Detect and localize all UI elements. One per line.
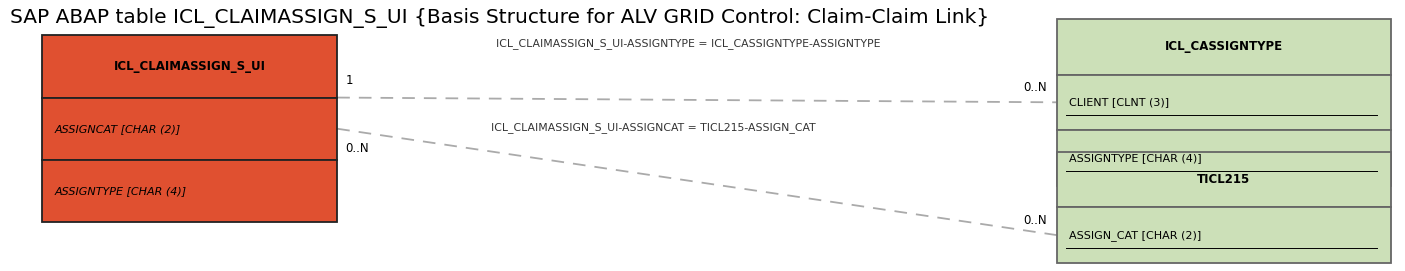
Text: CLIENT [CLNT (3)]: CLIENT [CLNT (3)] — [1069, 97, 1169, 107]
FancyBboxPatch shape — [1057, 75, 1391, 130]
FancyBboxPatch shape — [1057, 130, 1391, 186]
Text: TICL215: TICL215 — [1197, 173, 1250, 186]
Text: 0..N: 0..N — [1023, 214, 1047, 227]
Text: SAP ABAP table ICL_CLAIMASSIGN_S_UI {Basis Structure for ALV GRID Control: Claim: SAP ABAP table ICL_CLAIMASSIGN_S_UI {Bas… — [10, 8, 989, 28]
Text: 0..N: 0..N — [346, 142, 370, 155]
FancyBboxPatch shape — [42, 98, 337, 160]
Text: ICL_CLAIMASSIGN_S_UI-ASSIGNCAT = TICL215-ASSIGN_CAT: ICL_CLAIMASSIGN_S_UI-ASSIGNCAT = TICL215… — [490, 122, 816, 133]
FancyBboxPatch shape — [1057, 19, 1391, 75]
Text: ASSIGNTYPE [CHAR (4)]: ASSIGNTYPE [CHAR (4)] — [1069, 153, 1201, 163]
FancyBboxPatch shape — [1057, 207, 1391, 263]
Text: ASSIGNCAT [CHAR (2)]: ASSIGNCAT [CHAR (2)] — [55, 124, 181, 134]
Text: ICL_CLAIMASSIGN_S_UI-ASSIGNTYPE = ICL_CASSIGNTYPE-ASSIGNTYPE: ICL_CLAIMASSIGN_S_UI-ASSIGNTYPE = ICL_CA… — [496, 38, 881, 49]
Text: ASSIGN_CAT [CHAR (2)]: ASSIGN_CAT [CHAR (2)] — [1069, 230, 1201, 241]
Text: 1: 1 — [346, 74, 353, 87]
Text: 0..N: 0..N — [1023, 81, 1047, 94]
Text: ICL_CASSIGNTYPE: ICL_CASSIGNTYPE — [1165, 40, 1283, 53]
FancyBboxPatch shape — [1057, 152, 1391, 207]
FancyBboxPatch shape — [42, 35, 337, 98]
Text: ASSIGNTYPE [CHAR (4)]: ASSIGNTYPE [CHAR (4)] — [55, 186, 187, 196]
FancyBboxPatch shape — [42, 160, 337, 222]
Text: ICL_CLAIMASSIGN_S_UI: ICL_CLAIMASSIGN_S_UI — [114, 60, 266, 73]
